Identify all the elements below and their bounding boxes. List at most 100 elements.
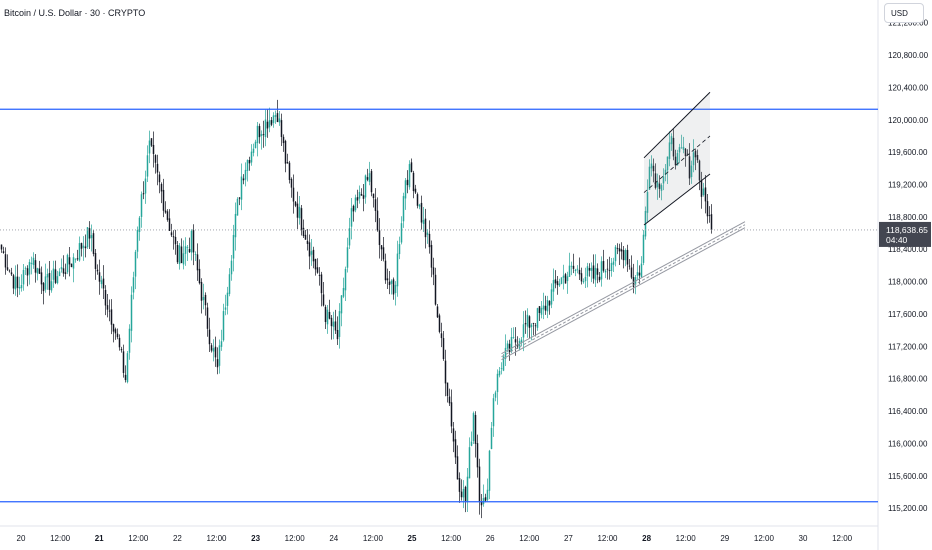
- candle-body: [494, 392, 497, 398]
- candle-body: [94, 253, 97, 269]
- candle-body: [298, 206, 301, 219]
- candle-body: [56, 276, 59, 284]
- price-tick-label: 119,200.00: [888, 181, 928, 190]
- candle-body: [202, 297, 205, 301]
- countdown-label: 04:40: [886, 235, 908, 245]
- candle-body: [686, 153, 689, 155]
- candle-body: [234, 213, 237, 238]
- candle-body: [100, 280, 103, 285]
- candle-body: [392, 279, 395, 295]
- candle-body: [422, 219, 425, 224]
- candle-body: [534, 325, 537, 327]
- candle-body: [72, 257, 75, 269]
- candle-body: [138, 217, 141, 233]
- candle-body: [226, 292, 229, 306]
- candle-body: [628, 265, 631, 267]
- candle-body: [282, 136, 285, 144]
- candle-body: [520, 339, 523, 343]
- candle-body: [134, 251, 137, 277]
- candle-body: [700, 180, 703, 197]
- candle-body: [116, 333, 119, 338]
- candle-body: [386, 278, 389, 281]
- candle-body: [180, 246, 183, 264]
- candle-body: [60, 267, 63, 270]
- candle-body: [320, 274, 323, 294]
- candle-body: [356, 197, 359, 201]
- candle-body: [272, 115, 275, 123]
- candle-body: [636, 272, 639, 276]
- candle-body: [540, 307, 543, 315]
- candle-body: [4, 254, 7, 268]
- time-tick-label: 21: [95, 534, 104, 543]
- candle-body: [508, 343, 511, 353]
- candle-body: [658, 183, 661, 189]
- candle-body: [146, 155, 149, 177]
- candle-body: [12, 275, 15, 289]
- candle-body: [112, 324, 115, 332]
- time-tick-label: 12:00: [754, 534, 775, 543]
- candle-body: [546, 300, 549, 312]
- candle-body: [24, 267, 27, 269]
- candle-body: [70, 263, 73, 268]
- candle-body: [376, 210, 379, 231]
- candle-body: [260, 134, 263, 137]
- candle-body: [662, 176, 665, 184]
- candle-body: [316, 267, 319, 273]
- candle-body: [648, 166, 651, 190]
- candle-body: [102, 278, 105, 289]
- candle-body: [232, 234, 235, 259]
- candle-body: [128, 328, 131, 353]
- candle-body: [302, 227, 305, 237]
- candle-body: [40, 272, 43, 285]
- currency-button[interactable]: USD: [884, 3, 924, 23]
- candle-body: [172, 236, 175, 238]
- candle-body: [0, 244, 3, 250]
- candle-body: [448, 396, 451, 404]
- candle-body: [694, 150, 697, 158]
- candle-body: [84, 246, 87, 249]
- candle-body: [252, 148, 255, 153]
- candle-body: [338, 311, 341, 337]
- candle-body: [352, 205, 355, 212]
- candle-body: [132, 277, 135, 293]
- price-tick-label: 115,600.00: [888, 472, 928, 481]
- candle-body: [136, 229, 139, 252]
- candle-body: [616, 247, 619, 249]
- time-tick-label: 12:00: [441, 534, 462, 543]
- candle-body: [498, 370, 501, 376]
- candle-body: [582, 281, 585, 283]
- candle-body: [650, 163, 653, 169]
- candle-body: [46, 273, 49, 278]
- candle-body: [332, 321, 335, 327]
- time-tick-label: 30: [799, 534, 808, 543]
- candle-body: [30, 262, 33, 264]
- candle-body: [16, 276, 19, 288]
- candle-body: [584, 276, 587, 282]
- candle-body: [368, 173, 371, 182]
- candle-body: [442, 338, 445, 360]
- candle-body: [544, 305, 547, 311]
- candle-body: [18, 286, 21, 289]
- candle-body: [74, 258, 77, 260]
- candle-body: [108, 310, 111, 312]
- candle-body: [322, 294, 325, 306]
- candle-body: [476, 443, 479, 468]
- candle-body: [708, 215, 711, 216]
- candle-body: [564, 274, 567, 284]
- candle-body: [426, 232, 429, 235]
- candle-body: [286, 162, 289, 164]
- candle-body: [466, 476, 469, 502]
- candle-body: [430, 244, 433, 268]
- candle-body: [6, 267, 9, 270]
- candle-body: [434, 274, 437, 305]
- candle-body: [452, 428, 455, 442]
- candle-body: [256, 125, 259, 144]
- candle-body: [378, 230, 381, 246]
- candle-body: [224, 307, 227, 310]
- candle-body: [258, 126, 261, 138]
- candle-body: [656, 181, 659, 188]
- candle-body: [690, 165, 693, 178]
- candle-body: [160, 184, 163, 192]
- candle-body: [432, 267, 435, 275]
